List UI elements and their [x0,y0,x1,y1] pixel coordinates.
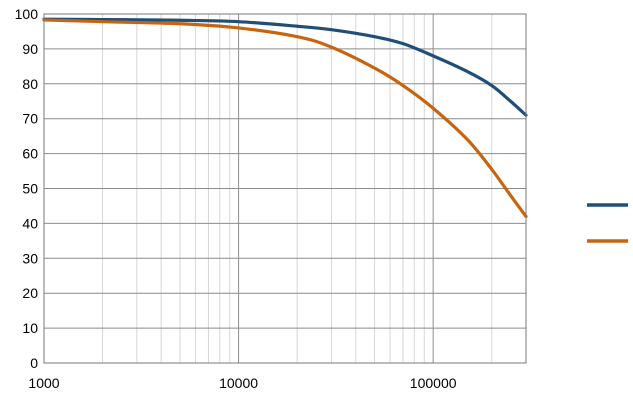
x-tick-label: 100000 [410,375,457,391]
y-tick-label: 0 [30,355,38,371]
plot-frame [43,13,527,364]
series-line-1 [42,17,528,117]
y-tick-label: 10 [22,320,38,336]
series-line-2 [42,18,528,219]
y-tick-label: 50 [22,181,38,197]
series-lines [42,17,528,219]
y-tick-label: 90 [22,41,38,57]
y-tick-label: 60 [22,146,38,162]
y-tick-label: 100 [15,6,39,22]
x-tick-labels: 1000 10000 100000 [28,375,456,391]
plot-area-border [43,13,527,364]
x-tick-label: 10000 [219,375,258,391]
y-tick-labels: 0 10 20 30 40 50 60 70 80 90 100 [15,6,39,371]
y-tick-label: 30 [22,250,38,266]
y-tick-label: 70 [22,111,38,127]
legend [587,203,628,243]
y-tick-label: 40 [22,215,38,231]
y-tick-label: 20 [22,285,38,301]
x-tick-label: 1000 [28,375,59,391]
y-tick-label: 80 [22,76,38,92]
